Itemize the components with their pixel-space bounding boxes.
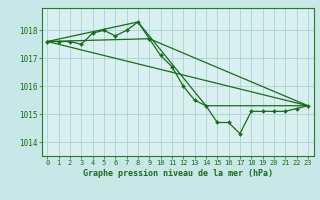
X-axis label: Graphe pression niveau de la mer (hPa): Graphe pression niveau de la mer (hPa) (83, 169, 273, 178)
